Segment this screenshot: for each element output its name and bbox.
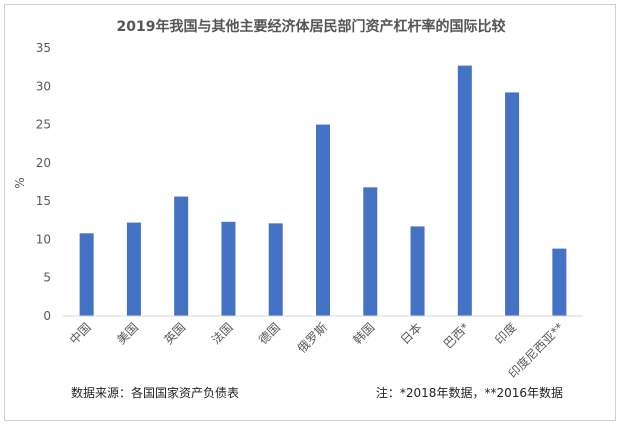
bar (410, 226, 425, 316)
y-tick-label: 25 (36, 118, 51, 132)
bar (505, 92, 520, 316)
y-tick-label: 10 (36, 232, 51, 246)
chart-title: 2019年我国与其他主要经济体居民部门资产杠杆率的国际比较 (117, 18, 506, 35)
bar (457, 65, 472, 317)
bar (552, 248, 567, 316)
source-note: 数据来源：各国国家资产负债表 (71, 385, 239, 400)
x-tick-label: 巴西* (441, 320, 472, 351)
bar (79, 233, 94, 316)
chart-frame: 2019年我国与其他主要经济体居民部门资产杠杆率的国际比较 % 0 5 10 15 20… (4, 4, 616, 421)
y-tick-label: 5 (43, 271, 51, 285)
y-tick-label: 20 (36, 156, 51, 170)
x-tick-label: 英国 (161, 320, 188, 347)
bar (363, 187, 378, 316)
y-tick-label: 30 (36, 79, 51, 93)
x-tick-label: 法国 (209, 320, 236, 347)
footnote: 注：*2018年数据，**2016年数据 (376, 385, 563, 400)
y-tick-label: 0 (43, 309, 51, 323)
bar (221, 221, 236, 316)
bars-group (79, 65, 567, 317)
bar (268, 223, 283, 316)
y-tick-label: 15 (36, 194, 51, 208)
x-tick-label: 印度 (492, 320, 520, 348)
x-tick-label: 中国 (66, 320, 94, 348)
x-tick-label: 德国 (255, 320, 283, 348)
bar (126, 222, 141, 316)
x-tick-label: 俄罗斯 (295, 320, 330, 355)
x-tick-label: 日本 (398, 320, 425, 347)
y-tick-label: 35 (36, 41, 51, 55)
y-axis-label: % (13, 177, 27, 188)
bar (316, 124, 330, 316)
x-tick-label: 美国 (114, 320, 141, 347)
x-tick-label: 韩国 (350, 320, 378, 348)
y-axis: 0 5 10 15 20 25 30 35 (36, 41, 51, 323)
bar-chart: 2019年我国与其他主要经济体居民部门资产杠杆率的国际比较 % 0 5 10 15 20… (13, 18, 583, 400)
bar (174, 196, 189, 316)
